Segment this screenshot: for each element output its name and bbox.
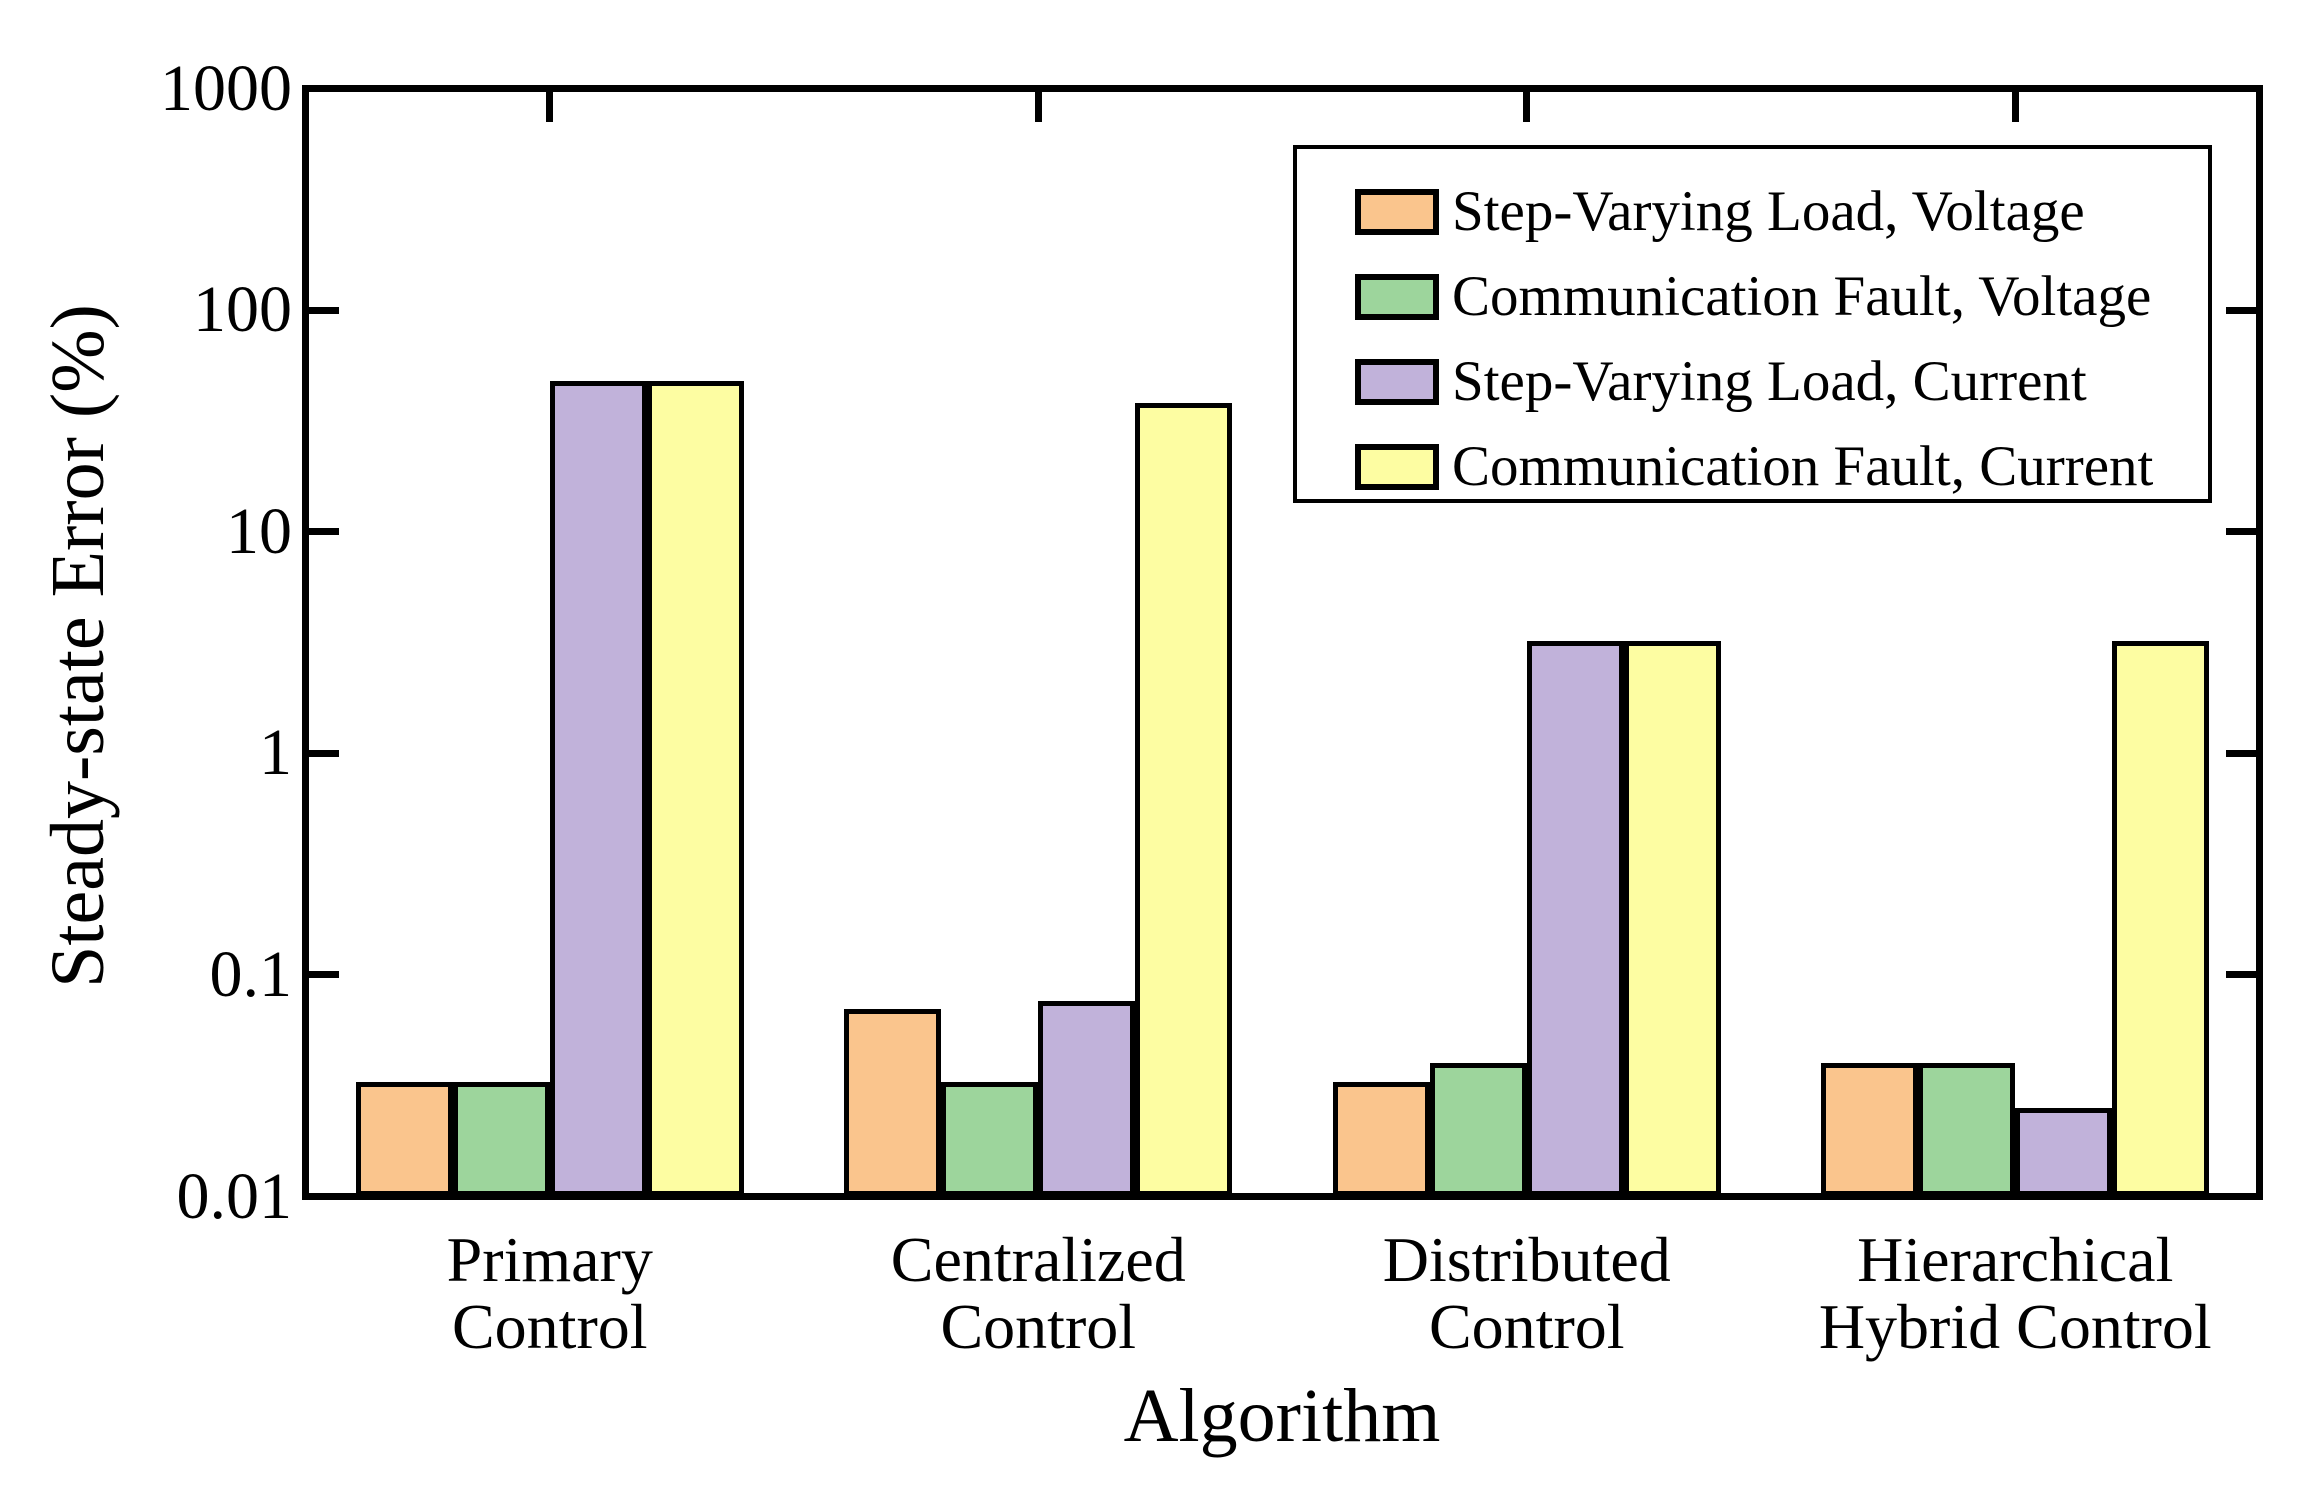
bar: [1332, 1081, 1430, 1197]
bar: [646, 380, 744, 1197]
y-tick-label: 1000: [160, 51, 292, 125]
category-label: Centralized Control: [758, 1226, 1318, 1360]
y-tick-left: [309, 528, 339, 536]
y-tick-left: [309, 749, 339, 757]
legend-label: Step-Varying Load, Voltage: [1452, 180, 2085, 243]
bar: [549, 380, 647, 1197]
legend-row: Communication Fault, Current: [1297, 432, 2208, 517]
category-label-line: Distributed: [1382, 1224, 1671, 1295]
legend-swatch: [1355, 359, 1439, 405]
legend-row: Communication Fault, Voltage: [1297, 262, 2208, 347]
category-label-line: Control: [940, 1291, 1137, 1362]
category-label-line: Hierarchical: [1857, 1224, 2174, 1295]
category-label-line: Primary: [446, 1224, 653, 1295]
category-label-line: Control: [451, 1291, 648, 1362]
bar: [355, 1081, 453, 1197]
bar: [1429, 1063, 1527, 1197]
bar: [844, 1009, 942, 1197]
category-label-line: Hybrid Control: [1818, 1291, 2212, 1362]
y-tick-label: 100: [193, 273, 292, 347]
bar: [1135, 403, 1233, 1197]
x-tick-top: [1523, 92, 1531, 122]
bar: [1821, 1063, 1919, 1197]
y-tick-label: 1: [259, 716, 292, 790]
x-tick-bottom: [1523, 1163, 1531, 1193]
category-label: Primary Control: [270, 1226, 830, 1360]
legend-box: Step-Varying Load, Voltage Communication …: [1293, 145, 2212, 503]
x-tick-top: [1034, 92, 1042, 122]
bar: [1038, 1001, 1136, 1197]
legend-swatch: [1355, 189, 1439, 235]
bar: [2015, 1108, 2113, 1197]
bar: [1918, 1063, 2016, 1197]
legend-swatch: [1355, 444, 1439, 490]
bar: [1623, 641, 1721, 1197]
y-tick-right: [2226, 306, 2256, 314]
legend-swatch: [1355, 274, 1439, 320]
category-label-line: Centralized: [890, 1224, 1186, 1295]
y-tick-label: 10: [226, 494, 292, 568]
legend-label: Communication Fault, Voltage: [1452, 265, 2152, 328]
y-tick-left: [309, 306, 339, 314]
x-axis-title: Algorithm: [1123, 1374, 1441, 1458]
legend-row: Step-Varying Load, Current: [1297, 347, 2208, 432]
bar: [941, 1081, 1039, 1197]
legend-label: Step-Varying Load, Current: [1452, 350, 2087, 413]
y-tick-left: [309, 971, 339, 979]
x-tick-top: [2011, 92, 2019, 122]
x-tick-bottom: [546, 1163, 554, 1193]
category-label: Distributed Control: [1247, 1226, 1807, 1360]
legend-label: Communication Fault, Current: [1452, 435, 2154, 498]
y-tick-label: 0.1: [209, 937, 293, 1011]
bar: [452, 1081, 550, 1197]
bar: [2112, 641, 2210, 1197]
y-tick-label: 0.01: [176, 1159, 293, 1233]
x-tick-bottom: [2011, 1163, 2019, 1193]
bar: [1526, 641, 1624, 1197]
category-label-line: Control: [1428, 1291, 1625, 1362]
category-label: Hierarchical Hybrid Control: [1735, 1226, 2295, 1360]
legend-row: Step-Varying Load, Voltage: [1297, 177, 2208, 262]
y-tick-right: [2226, 971, 2256, 979]
y-tick-right: [2226, 749, 2256, 757]
x-tick-bottom: [1034, 1163, 1042, 1193]
y-tick-right: [2226, 528, 2256, 536]
x-tick-top: [546, 92, 554, 122]
